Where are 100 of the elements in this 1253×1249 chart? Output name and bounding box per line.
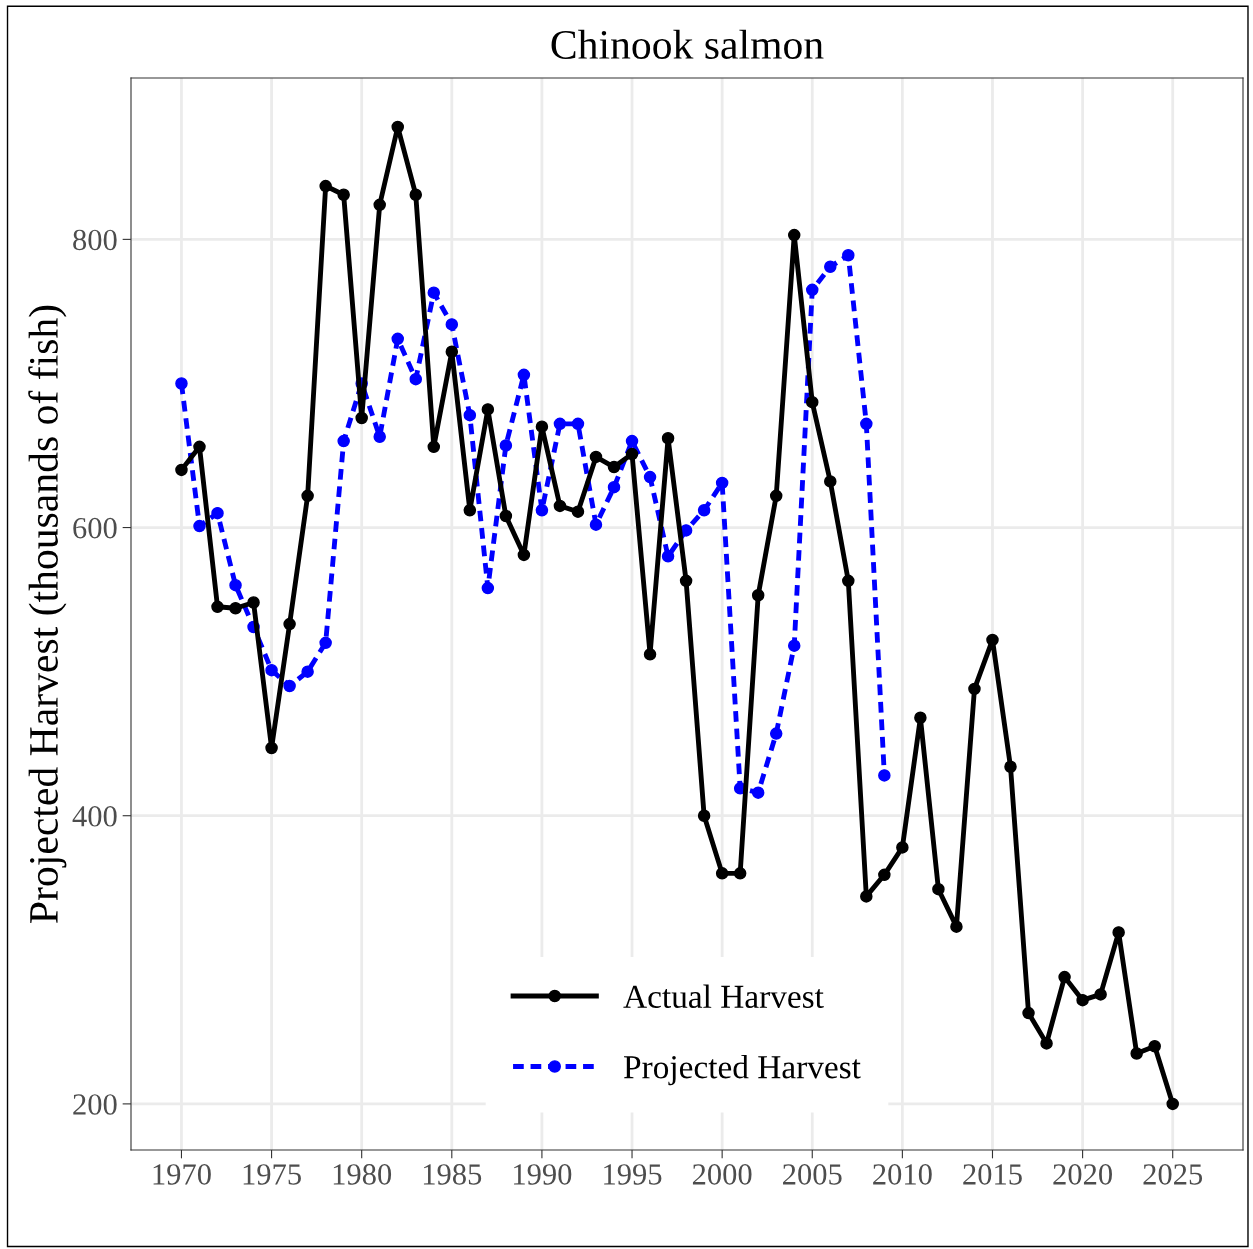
point <box>1040 1037 1053 1050</box>
point <box>409 372 423 386</box>
chart-title: Chinook salmon <box>551 29 824 59</box>
point <box>355 411 368 425</box>
point <box>337 188 350 201</box>
point <box>986 633 999 647</box>
point <box>193 519 206 533</box>
point <box>463 504 477 517</box>
point <box>878 868 891 882</box>
x-tick-label: 1990 <box>514 1164 572 1185</box>
point <box>842 248 855 262</box>
x-tick-label: 2020 <box>1053 1164 1112 1185</box>
point <box>1094 988 1107 1001</box>
point <box>211 600 224 614</box>
point <box>373 430 386 444</box>
point <box>589 518 603 531</box>
y-tick-label: 800 <box>73 229 117 251</box>
legend-label: Projected Harvest <box>624 1055 861 1086</box>
point <box>787 639 801 652</box>
point <box>535 420 549 433</box>
point <box>463 408 477 422</box>
point <box>824 260 837 274</box>
point <box>337 434 350 448</box>
point <box>265 741 278 755</box>
point <box>968 682 981 696</box>
point <box>229 601 242 615</box>
point <box>1004 760 1017 773</box>
point <box>427 440 441 454</box>
point <box>175 463 188 477</box>
x-tick-label: 2025 <box>1143 1164 1203 1185</box>
point <box>283 679 296 693</box>
point <box>301 489 314 503</box>
point <box>769 727 783 740</box>
x-tick-label: 1985 <box>423 1164 482 1185</box>
point <box>373 198 386 212</box>
x-tick-label: 2000 <box>692 1164 752 1185</box>
x-tick-label: 1980 <box>333 1164 392 1185</box>
point <box>1130 1047 1143 1060</box>
point <box>932 882 945 896</box>
point <box>319 179 332 193</box>
point <box>824 475 837 488</box>
point <box>193 440 206 454</box>
point <box>283 617 296 631</box>
point <box>643 470 657 484</box>
point <box>445 318 459 331</box>
point <box>553 417 567 431</box>
point <box>301 665 314 678</box>
point <box>661 431 675 445</box>
point <box>445 345 459 359</box>
x-tick-label: 2015 <box>963 1164 1022 1185</box>
point <box>806 395 819 409</box>
point <box>697 809 711 822</box>
point <box>715 476 729 490</box>
point <box>769 489 783 503</box>
point <box>697 504 711 517</box>
point <box>1058 970 1071 984</box>
point <box>751 786 765 799</box>
point <box>499 509 513 523</box>
point <box>517 368 531 382</box>
point <box>517 548 531 562</box>
point <box>914 711 927 724</box>
point <box>896 841 909 854</box>
point <box>247 596 260 609</box>
point <box>175 377 188 390</box>
y-tick-label: 600 <box>73 517 117 539</box>
point <box>607 480 621 494</box>
point <box>229 578 242 592</box>
point <box>1022 1006 1035 1020</box>
point <box>571 417 585 431</box>
x-tick-label: 1975 <box>243 1164 301 1185</box>
point <box>842 574 855 588</box>
point <box>751 589 765 602</box>
point <box>607 460 621 474</box>
point <box>715 867 729 880</box>
point <box>481 581 495 595</box>
point <box>733 867 747 880</box>
point <box>391 332 404 346</box>
point <box>625 447 639 461</box>
x-tick-label: 2005 <box>783 1164 842 1185</box>
point <box>427 286 441 299</box>
x-tick-label: 2010 <box>873 1164 932 1185</box>
point <box>1148 1040 1161 1053</box>
y-tick-label: 200 <box>73 1094 117 1115</box>
point <box>860 417 873 431</box>
point <box>481 403 495 416</box>
y-tick-label: 400 <box>72 806 117 827</box>
point <box>878 769 891 782</box>
point <box>589 450 603 464</box>
point <box>643 648 657 661</box>
legend-label: Actual Harvest <box>623 984 824 1009</box>
point <box>499 439 513 452</box>
point <box>391 120 404 134</box>
x-tick-label: 1970 <box>153 1164 211 1185</box>
point <box>211 506 224 520</box>
point <box>787 228 801 242</box>
point <box>661 550 675 563</box>
point <box>860 890 873 903</box>
point <box>409 188 423 201</box>
point <box>1112 926 1125 939</box>
point <box>806 283 819 297</box>
